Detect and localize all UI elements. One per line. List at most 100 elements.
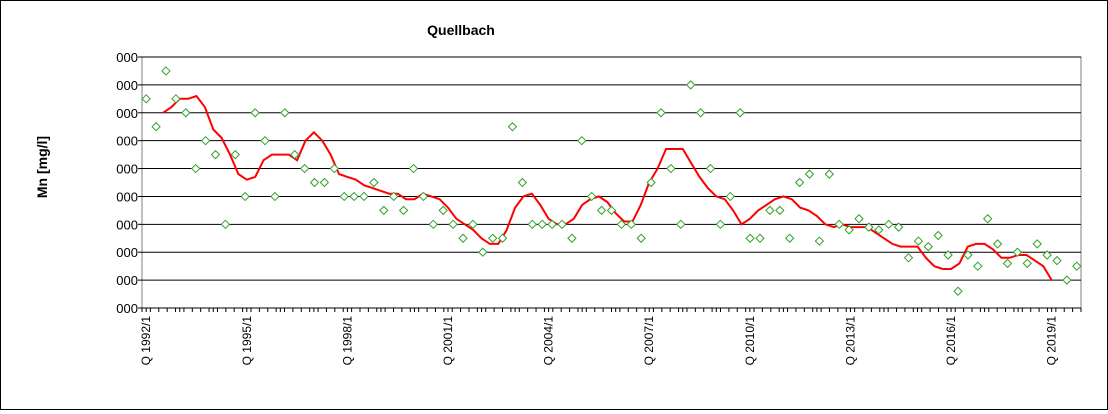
y-tick-label: 000	[116, 50, 138, 65]
data-point	[319, 177, 330, 188]
data-point	[388, 191, 399, 202]
y-tick-label: 000	[116, 78, 138, 93]
data-point	[982, 214, 993, 224]
y-tick-label: 000	[116, 189, 138, 204]
data-point	[418, 191, 429, 202]
data-point	[379, 205, 389, 216]
data-point	[190, 163, 201, 174]
data-point	[646, 177, 656, 188]
y-axis-label: Mn [mg/l]	[34, 136, 50, 198]
data-point	[250, 108, 260, 118]
data-point	[220, 219, 231, 230]
data-point	[705, 163, 716, 174]
data-point	[448, 219, 458, 230]
data-point	[299, 163, 310, 174]
grid-lines	[142, 56, 1081, 281]
x-tick-label: Q 1992/1	[139, 316, 153, 366]
y-tick-label: 000	[116, 245, 138, 260]
data-point	[527, 219, 538, 230]
data-point	[289, 149, 300, 160]
x-tick-label: Q 2010/1	[743, 316, 757, 366]
data-point	[557, 219, 567, 230]
data-point	[1012, 247, 1023, 257]
data-point	[1002, 258, 1013, 269]
data-point	[992, 239, 1003, 249]
data-point	[428, 219, 439, 230]
data-point	[161, 66, 171, 76]
data-point	[478, 247, 488, 257]
data-point	[755, 233, 765, 243]
data-point	[577, 135, 587, 146]
data-point	[507, 122, 518, 132]
x-tick-label: Q 2007/1	[642, 316, 656, 366]
data-point	[666, 163, 676, 174]
data-point	[854, 214, 864, 224]
data-point	[181, 108, 191, 118]
data-point	[398, 205, 409, 216]
data-point	[874, 225, 884, 235]
y-tick-label: 000	[116, 106, 138, 121]
data-point	[349, 191, 359, 202]
data-point	[151, 122, 161, 132]
data-point	[487, 233, 498, 243]
data-point	[695, 108, 706, 118]
data-point	[814, 236, 825, 246]
data-point	[844, 225, 854, 235]
data-point	[1052, 255, 1062, 266]
data-point	[497, 233, 508, 243]
data-point	[893, 222, 904, 232]
data-point	[438, 205, 448, 216]
x-tick-label: Q 2004/1	[542, 316, 556, 366]
data-point	[784, 233, 795, 243]
x-axis: Q 1992/1 Q 1995/1 Q 1998/1 Q 2001/1 Q 2004/1…	[139, 307, 1082, 366]
data-point	[517, 177, 528, 188]
data-point	[200, 135, 211, 146]
data-point	[1042, 250, 1052, 260]
data-point	[1032, 239, 1042, 249]
y-tick-label: 000	[116, 162, 138, 177]
plot-marks	[141, 66, 1082, 296]
x-tick-label: Q 1998/1	[340, 316, 354, 366]
data-point	[369, 177, 379, 188]
data-point	[537, 219, 547, 230]
data-point	[676, 219, 686, 230]
data-point	[745, 233, 755, 243]
x-tick-label: Q 2013/1	[843, 316, 857, 366]
data-point	[913, 236, 924, 246]
data-point	[240, 191, 250, 202]
data-point	[1072, 261, 1082, 271]
data-point	[616, 219, 627, 230]
y-tick-label: 000	[116, 273, 138, 288]
data-point	[359, 191, 369, 202]
data-point	[943, 250, 953, 260]
data-point	[626, 219, 637, 230]
data-point	[309, 177, 320, 188]
x-tick-label: Q 1995/1	[240, 316, 254, 366]
data-point	[586, 191, 597, 202]
data-point	[973, 261, 983, 271]
data-point	[408, 163, 419, 174]
data-point	[765, 205, 775, 216]
data-point	[260, 135, 270, 146]
data-point	[468, 219, 478, 230]
data-point	[339, 191, 349, 202]
data-point	[270, 191, 280, 202]
x-tick-label: Q 2019/1	[1045, 316, 1059, 366]
x-tick-label: Q 2001/1	[441, 316, 455, 366]
data-point	[923, 241, 934, 252]
data-point	[794, 177, 805, 188]
data-point	[903, 253, 914, 263]
data-point	[685, 80, 696, 90]
plot-area	[141, 56, 1082, 309]
data-point	[596, 205, 607, 216]
data-point	[606, 205, 617, 216]
data-point	[230, 149, 241, 160]
y-tick-label: 000	[116, 134, 138, 149]
data-point	[883, 219, 894, 230]
x-tick-label: Q 2016/1	[944, 316, 958, 366]
data-point	[725, 191, 736, 202]
chart-title: Quellbach	[427, 22, 495, 38]
data-point	[735, 108, 745, 118]
